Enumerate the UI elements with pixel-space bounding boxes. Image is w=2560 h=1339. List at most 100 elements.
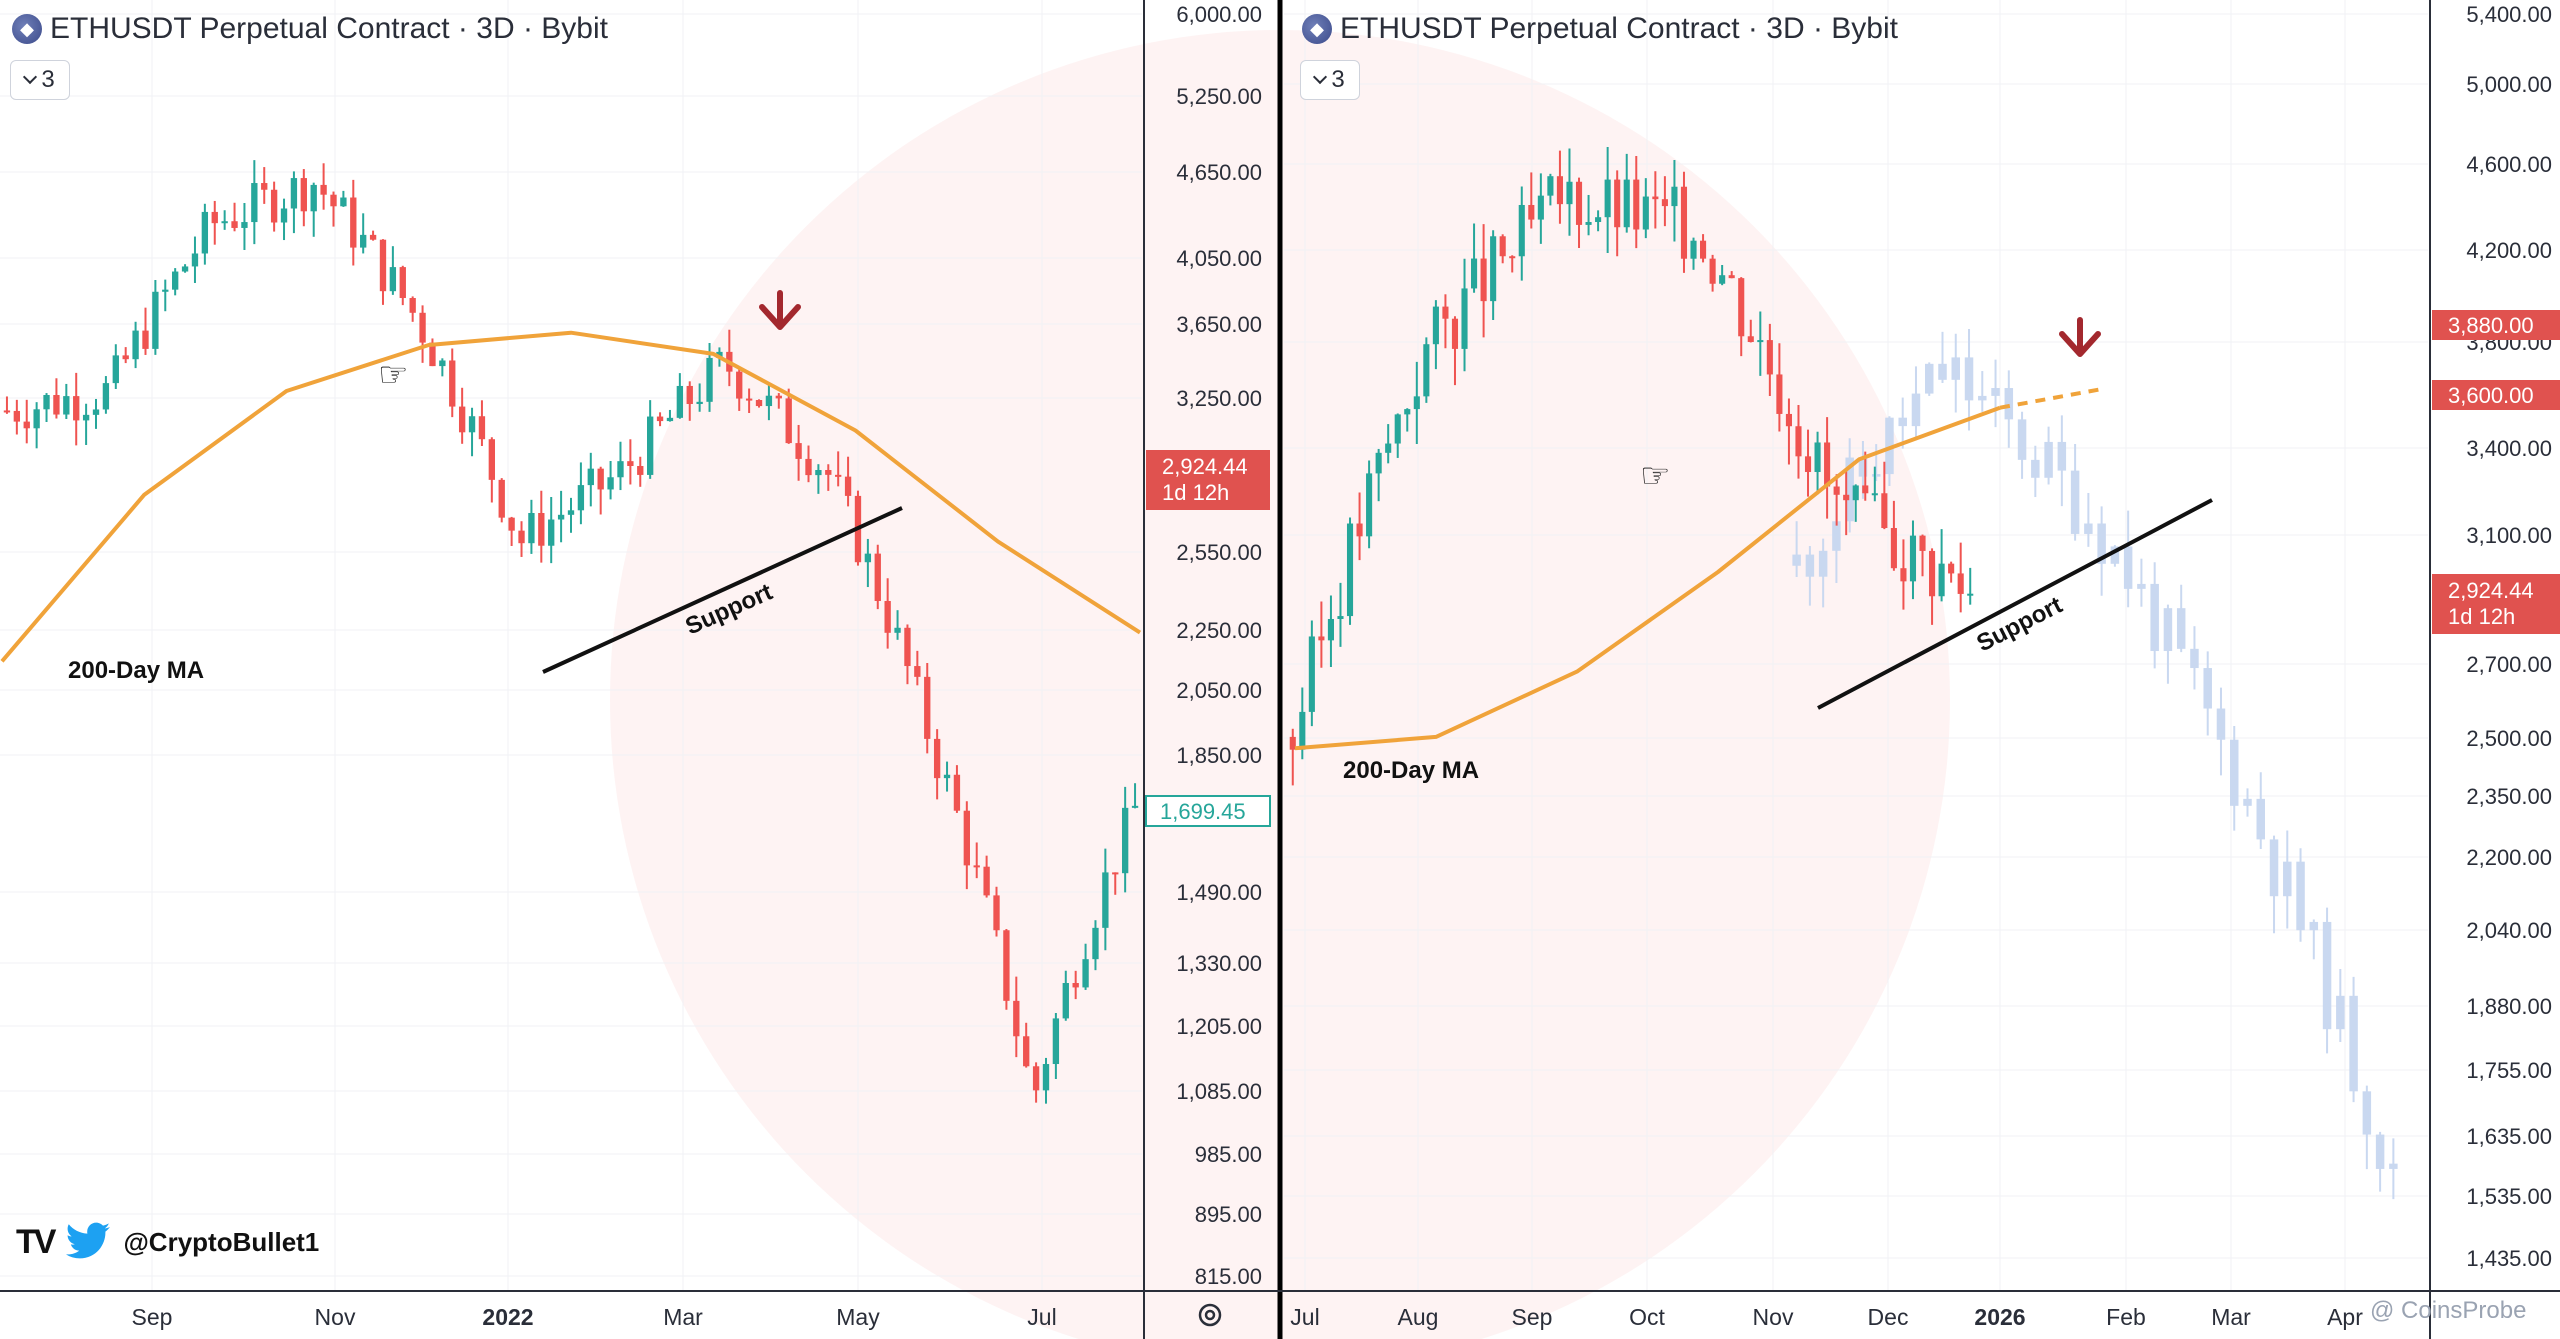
left-candle bbox=[1032, 1066, 1040, 1091]
right-candle bbox=[1480, 258, 1487, 302]
right-price-axis[interactable]: 5,400.005,000.004,600.004,200.003,800.00… bbox=[2466, 2, 2552, 1271]
left-candle bbox=[993, 895, 1000, 931]
left-current-price-tag: 2,924.44 1d 12h bbox=[1146, 450, 1270, 510]
right-candle bbox=[1833, 486, 1840, 495]
right-candle bbox=[1471, 258, 1478, 289]
left-candle bbox=[785, 398, 792, 444]
right-candle bbox=[1366, 473, 1373, 537]
right-candle bbox=[1451, 318, 1459, 349]
gear-icon[interactable] bbox=[1195, 1300, 1225, 1330]
left-candle bbox=[221, 221, 228, 224]
right-projection-candle bbox=[2269, 839, 2279, 897]
right-level-1-tag: 3,880.00 bbox=[2432, 310, 2560, 340]
left-price-tick-label: 3,250.00 bbox=[1176, 386, 1262, 411]
left-candle bbox=[63, 396, 70, 415]
right-candle bbox=[1595, 217, 1602, 223]
left-candle bbox=[389, 267, 397, 292]
left-candle bbox=[270, 189, 278, 223]
left-candle bbox=[686, 385, 693, 405]
tradingview-logo: TV bbox=[16, 1222, 56, 1261]
left-candle bbox=[983, 866, 990, 896]
left-candle bbox=[815, 470, 822, 476]
left-candle bbox=[369, 234, 377, 240]
right-time-tick-label: Nov bbox=[1753, 1304, 1794, 1330]
right-price-tick-label: 2,040.00 bbox=[2466, 918, 2552, 943]
right-price-tick-label: 3,400.00 bbox=[2466, 436, 2552, 461]
left-candle bbox=[1003, 930, 1010, 1001]
left-candle bbox=[320, 184, 327, 195]
left-price-tick-label: 2,250.00 bbox=[1176, 618, 1262, 643]
grid bbox=[0, 0, 2428, 1290]
right-price-tick-label: 1,435.00 bbox=[2466, 1246, 2552, 1271]
ethereum-icon: ◆ bbox=[1302, 14, 1332, 44]
left-price-tick-label: 1,085.00 bbox=[1176, 1079, 1262, 1104]
right-title-text: ETHUSDT Perpetual Contract · 3D · Bybit bbox=[1340, 12, 1898, 45]
left-candle bbox=[953, 774, 961, 811]
left-candle bbox=[162, 289, 169, 292]
right-projection-candle bbox=[2203, 668, 2212, 709]
right-candle bbox=[1785, 413, 1792, 427]
left-candle bbox=[528, 513, 535, 544]
left-candle bbox=[211, 211, 218, 224]
right-candle bbox=[1804, 456, 1812, 473]
right-candle bbox=[1776, 374, 1783, 414]
left-candle bbox=[1052, 1018, 1060, 1065]
time-axis[interactable]: Sep Nov 2022 Mar May Jul Jul Aug Sep Oct Nov Dec 202… bbox=[132, 1304, 2364, 1330]
left-interval-button[interactable]: 3 bbox=[10, 60, 70, 100]
right-time-tick-label: Aug bbox=[1398, 1304, 1439, 1330]
right-ma-label: 200-Day MA bbox=[1343, 757, 1479, 784]
left-price-axis[interactable]: 6,000.00 5,250.00 4,650.00 4,050.00 3,650.00… bbox=[1176, 2, 1262, 1289]
right-interval-value: 3 bbox=[1331, 66, 1345, 93]
chevron-down-icon bbox=[1313, 69, 1328, 85]
right-candle bbox=[1766, 340, 1773, 375]
left-candle bbox=[548, 519, 555, 546]
right-candle bbox=[1461, 288, 1468, 349]
left-candle bbox=[666, 417, 674, 422]
left-candle bbox=[745, 398, 753, 401]
right-projection-candle bbox=[1792, 554, 1801, 566]
svg-text:3,600.00: 3,600.00 bbox=[2448, 383, 2534, 408]
right-projection-candle bbox=[2084, 523, 2093, 534]
left-candle bbox=[963, 810, 970, 866]
left-candle bbox=[1013, 1000, 1020, 1037]
left-candle bbox=[280, 208, 288, 223]
right-projection-candle bbox=[1991, 388, 2000, 396]
right-candle bbox=[1604, 179, 1611, 218]
left-candle bbox=[251, 183, 258, 223]
left-interval-value: 3 bbox=[41, 66, 55, 93]
right-projection-candle bbox=[2057, 441, 2067, 471]
right-candle bbox=[1537, 195, 1544, 220]
right-projection-candle bbox=[2070, 470, 2080, 534]
left-price-tick-label: 2,550.00 bbox=[1176, 540, 1262, 565]
left-candle bbox=[132, 330, 139, 360]
right-candle bbox=[1518, 204, 1525, 257]
left-chart-title[interactable]: ◆ ETHUSDT Perpetual Contract · 3D · Bybi… bbox=[12, 12, 608, 46]
left-candle bbox=[637, 465, 644, 475]
svg-text:2,924.44: 2,924.44 bbox=[2448, 578, 2534, 603]
right-chart-title[interactable]: ◆ ETHUSDT Perpetual Contract · 3D · Bybi… bbox=[1302, 12, 1898, 46]
right-time-tick-label: Dec bbox=[1868, 1304, 1909, 1330]
right-candle bbox=[1385, 443, 1392, 453]
svg-text:2,924.44: 2,924.44 bbox=[1162, 454, 1248, 479]
left-price-tick-label: 2,050.00 bbox=[1176, 678, 1262, 703]
left-candle bbox=[201, 211, 209, 254]
left-price-tick-label: 985.00 bbox=[1195, 1142, 1262, 1167]
right-interval-button[interactable]: 3 bbox=[1300, 60, 1360, 100]
left-candle bbox=[409, 298, 416, 313]
right-price-tick-label: 1,635.00 bbox=[2466, 1124, 2552, 1149]
right-candle bbox=[1547, 176, 1554, 196]
right-projection-candle bbox=[2362, 1091, 2372, 1135]
left-candle bbox=[914, 666, 921, 677]
right-candle bbox=[1919, 535, 1926, 551]
left-marker-price-tag: 1,699.45 bbox=[1145, 795, 1271, 827]
left-candle bbox=[696, 401, 703, 405]
left-candle bbox=[152, 291, 159, 349]
right-candle bbox=[1757, 340, 1764, 343]
right-candle bbox=[1709, 258, 1716, 284]
right-candle bbox=[1490, 236, 1497, 302]
right-candle bbox=[1680, 186, 1688, 259]
right-candle bbox=[1671, 186, 1678, 207]
left-candle bbox=[894, 627, 901, 633]
right-projection-candle bbox=[1924, 363, 1934, 394]
right-time-tick-label: 2026 bbox=[1974, 1304, 2025, 1330]
